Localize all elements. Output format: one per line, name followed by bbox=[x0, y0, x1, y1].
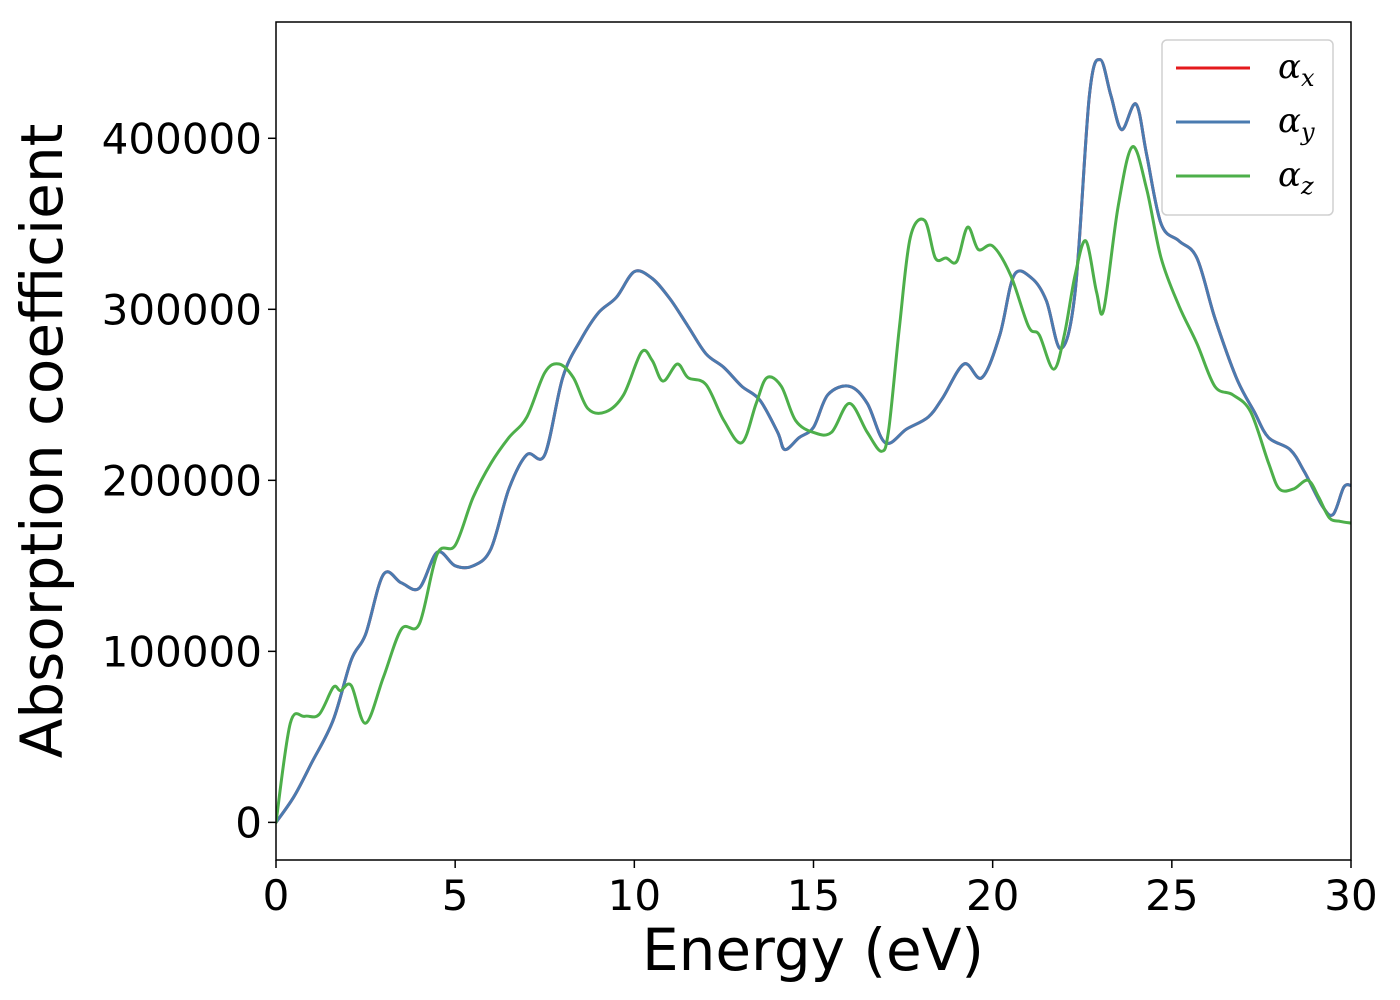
x-tick-label: 10 bbox=[608, 871, 661, 920]
y-tick-label: 400000 bbox=[102, 114, 262, 163]
x-tick-label: 0 bbox=[263, 871, 290, 920]
x-axis-ticks: 0 5 10 15 20 25 30 bbox=[263, 860, 1378, 920]
series-line-y bbox=[276, 58, 1351, 824]
series-layer bbox=[276, 58, 1351, 824]
legend-box bbox=[1161, 39, 1334, 216]
y-tick-label: 200000 bbox=[102, 456, 262, 505]
x-tick-label: 25 bbox=[1145, 871, 1198, 920]
series-line-z bbox=[276, 145, 1351, 824]
x-tick-label: 15 bbox=[787, 871, 840, 920]
y-tick-label: 300000 bbox=[102, 285, 262, 334]
y-tick-label: 100000 bbox=[102, 627, 262, 676]
legend-label-x: αx bbox=[1278, 47, 1315, 92]
y-axis-ticks: 0 100000 200000 300000 400000 bbox=[102, 114, 276, 847]
x-tick-label: 5 bbox=[442, 871, 469, 920]
x-tick-label: 20 bbox=[966, 871, 1019, 920]
x-axis-title: Energy (eV) bbox=[642, 916, 984, 984]
y-tick-label: 0 bbox=[235, 798, 262, 847]
y-axis-title: Absorption coefficient bbox=[8, 124, 76, 759]
legend-label-y: αy bbox=[1278, 101, 1315, 146]
x-tick-label: 30 bbox=[1324, 871, 1377, 920]
